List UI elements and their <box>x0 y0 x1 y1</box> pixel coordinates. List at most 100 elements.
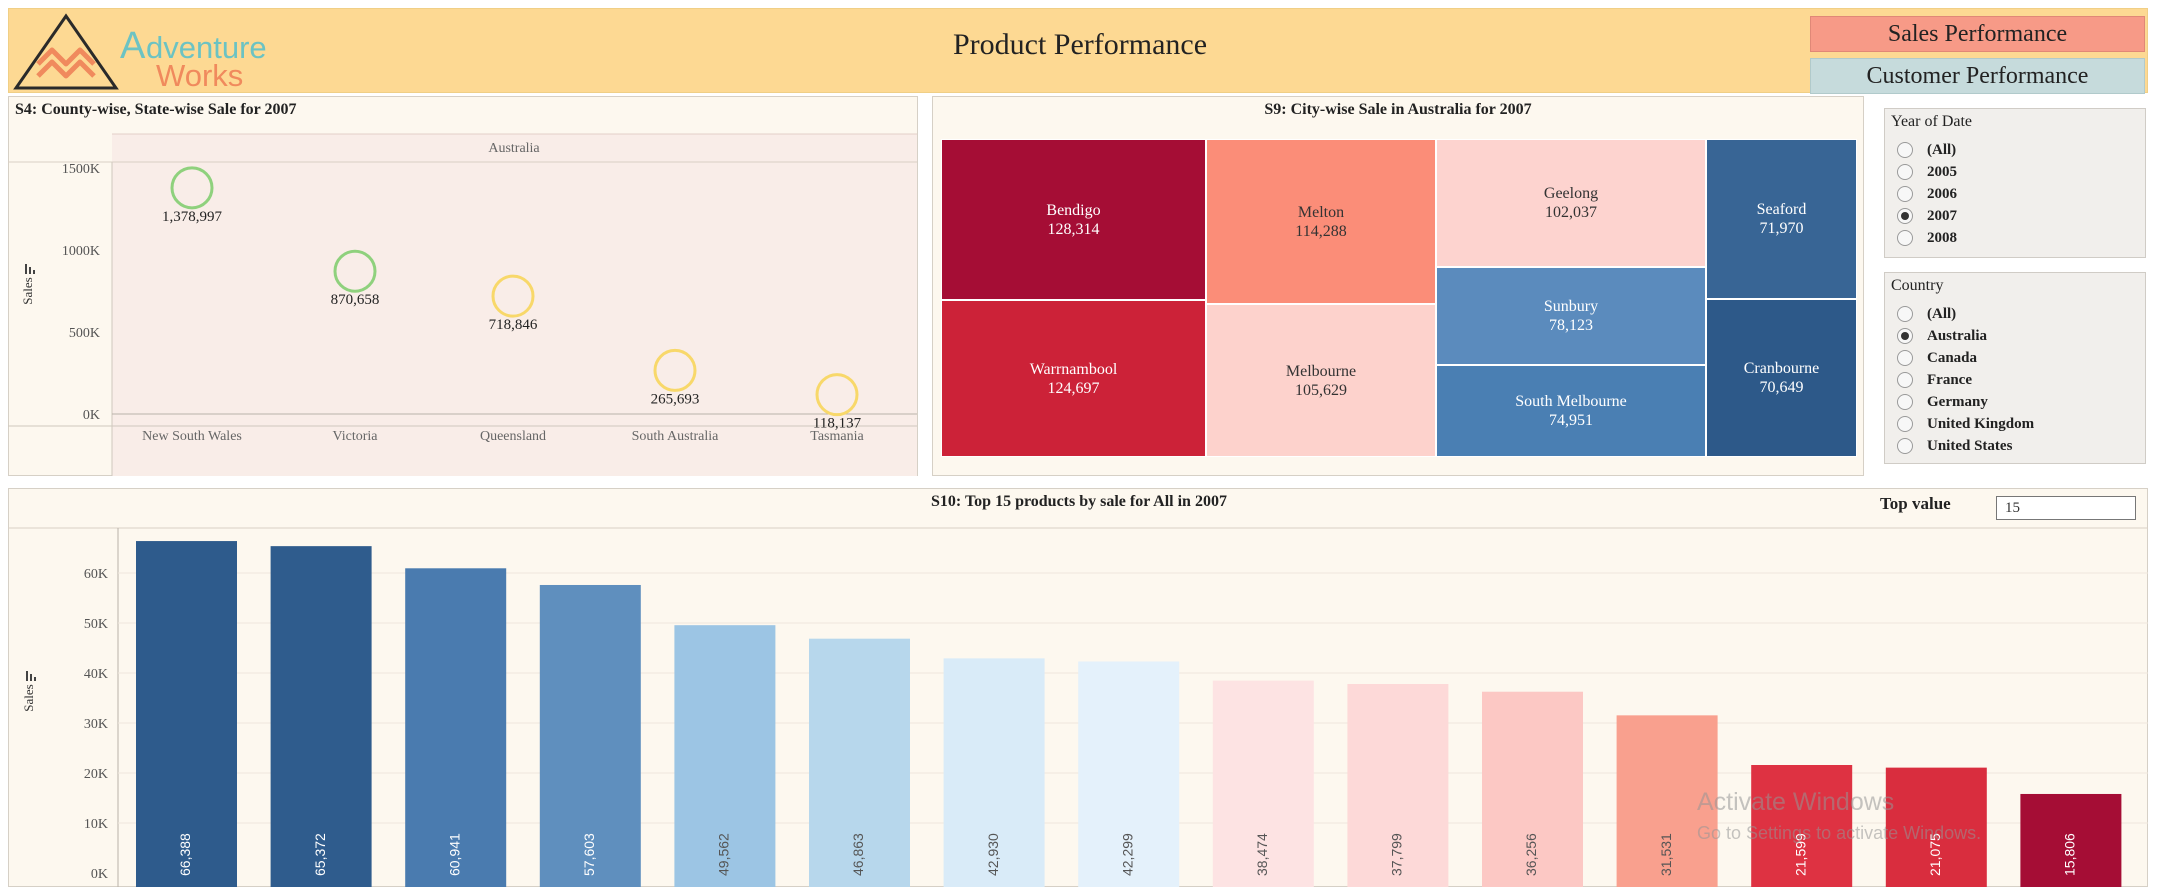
country-option-label: Canada <box>1927 349 1978 366</box>
customer-performance-button[interactable]: Customer Performance <box>1810 58 2145 94</box>
s4-y-tick: 500K <box>69 326 100 341</box>
state-sales-circle <box>333 249 377 293</box>
year-option[interactable]: 2005 <box>1897 161 1957 183</box>
country-option[interactable]: United States <box>1897 435 2012 457</box>
product-bar <box>1347 684 1449 887</box>
product-bar-label: 42,299 <box>1119 833 1135 876</box>
country-option[interactable]: Germany <box>1897 391 1988 413</box>
radio-button[interactable] <box>1897 230 1913 246</box>
state-label: Queensland <box>480 429 546 444</box>
city-name: Warrnambool <box>1029 360 1118 378</box>
product-bar <box>270 546 372 887</box>
s10-bar-chart: Sales 0K 10K 20K 30K 40K 50K 60K 66,388 65,372 6… <box>8 527 2148 887</box>
city-tile[interactable]: Warrnambool 124,697 <box>941 300 1206 457</box>
city-tile[interactable]: Melton 114,288 <box>1206 139 1436 304</box>
watermark-line-2: Go to Settings to activate Windows. <box>1697 823 1982 843</box>
city-name: Bendigo <box>1046 201 1101 219</box>
country-filter-title: Country <box>1891 277 1944 294</box>
year-filter: Year of Date (All) 2005 2006 2007 2008 <box>1884 108 2146 258</box>
s10-sort-icon <box>26 671 36 681</box>
year-option[interactable]: (All) <box>1897 139 1956 161</box>
state-sales-circle <box>653 348 697 392</box>
city-tile[interactable]: Geelong 102,037 <box>1436 139 1706 267</box>
country-option[interactable]: United Kingdom <box>1897 413 2034 435</box>
year-option[interactable]: 2008 <box>1897 227 1957 249</box>
radio-button[interactable] <box>1897 350 1913 366</box>
header-band <box>8 8 2148 93</box>
radio-button[interactable] <box>1897 208 1913 224</box>
year-option-label: 2008 <box>1927 229 1957 246</box>
city-sales-value: 70,649 <box>1759 379 1804 396</box>
s4-y-tick: 1500K <box>62 162 100 177</box>
year-option[interactable]: 2007 <box>1897 205 1957 227</box>
city-tile[interactable]: South Melbourne 74,951 <box>1436 365 1706 457</box>
state-sales-label: 118,137 <box>813 416 862 432</box>
product-bar <box>1078 661 1180 887</box>
city-tile[interactable]: Sunbury 78,123 <box>1436 267 1706 365</box>
radio-button[interactable] <box>1897 328 1913 344</box>
product-bar-label: 65,372 <box>312 833 328 876</box>
sales-performance-button[interactable]: Sales Performance <box>1810 16 2145 52</box>
radio-button[interactable] <box>1897 416 1913 432</box>
product-bar-label: 36,256 <box>1523 833 1539 876</box>
s10-y-tick: 30K <box>84 717 108 732</box>
top-value-input[interactable] <box>1996 496 2136 520</box>
city-tile[interactable]: Bendigo 128,314 <box>941 139 1206 300</box>
city-sales-value: 105,629 <box>1295 381 1347 399</box>
state-sales-label: 870,658 <box>331 292 380 308</box>
product-bar <box>1616 715 1718 887</box>
year-option-label: 2005 <box>1927 163 1957 180</box>
state-label: Tasmania <box>810 429 864 444</box>
year-option-label: 2007 <box>1927 207 1957 224</box>
city-sales-value: 114,288 <box>1295 222 1347 240</box>
s4-title: S4: County-wise, State-wise Sale for 200… <box>15 101 297 118</box>
year-option-label: (All) <box>1927 141 1957 158</box>
logo-letter-a: A <box>120 25 146 67</box>
product-bar-label: 38,474 <box>1254 833 1270 876</box>
radio-button[interactable] <box>1897 306 1913 322</box>
year-option-label: 2006 <box>1927 185 1957 202</box>
product-bar <box>405 568 507 887</box>
product-bar-label: 57,603 <box>581 833 597 876</box>
product-bar-label: 66,388 <box>177 833 193 876</box>
product-bar-label: 42,930 <box>985 833 1001 876</box>
product-bar <box>1885 767 1987 887</box>
radio-button[interactable] <box>1897 142 1913 158</box>
city-name: Seaford <box>1756 201 1807 218</box>
radio-button[interactable] <box>1897 438 1913 454</box>
country-option[interactable]: Canada <box>1897 347 1977 369</box>
city-sales-value: 128,314 <box>1047 220 1100 238</box>
product-bar-label: 46,863 <box>850 833 866 876</box>
s9-title: S9: City-wise Sale in Australia for 2007 <box>1264 101 1532 118</box>
product-bar <box>1212 680 1314 887</box>
city-name: South Melbourne <box>1515 393 1627 410</box>
product-bar <box>674 625 776 887</box>
s4-region-header: Australia <box>488 141 540 156</box>
country-option-label: (All) <box>1927 305 1957 322</box>
country-filter: Country (All) Australia Canada France German… <box>1884 272 2146 464</box>
radio-button[interactable] <box>1897 186 1913 202</box>
city-tile[interactable]: Cranbourne 70,649 <box>1706 299 1857 457</box>
product-bar-label: 49,562 <box>716 833 732 876</box>
state-sales-label: 1,378,997 <box>162 209 223 225</box>
state-sales-circle <box>491 274 535 318</box>
s4-y-axis-label: Sales <box>20 277 35 304</box>
adventure-works-logo: A dventure Works <box>13 13 267 90</box>
year-option[interactable]: 2006 <box>1897 183 1957 205</box>
product-bar-label: 37,799 <box>1389 833 1405 876</box>
radio-button[interactable] <box>1897 164 1913 180</box>
s4-sort-icon <box>25 264 35 274</box>
city-tile[interactable]: Seaford 71,970 <box>1706 139 1857 299</box>
radio-button[interactable] <box>1897 372 1913 388</box>
city-name: Melton <box>1297 203 1345 221</box>
product-bar <box>539 584 641 887</box>
city-name: Geelong <box>1543 185 1599 202</box>
state-sales-label: 718,846 <box>489 317 538 333</box>
country-option[interactable]: France <box>1897 369 1972 391</box>
s9-treemap: Bendigo 128,314 Warrnambool 124,697 Melton 11… <box>941 139 1857 457</box>
radio-button[interactable] <box>1897 394 1913 410</box>
s10-y-tick: 50K <box>84 617 108 632</box>
country-option[interactable]: (All) <box>1897 303 1956 325</box>
country-option[interactable]: Australia <box>1897 325 1987 347</box>
city-tile[interactable]: Melbourne 105,629 <box>1206 304 1436 457</box>
